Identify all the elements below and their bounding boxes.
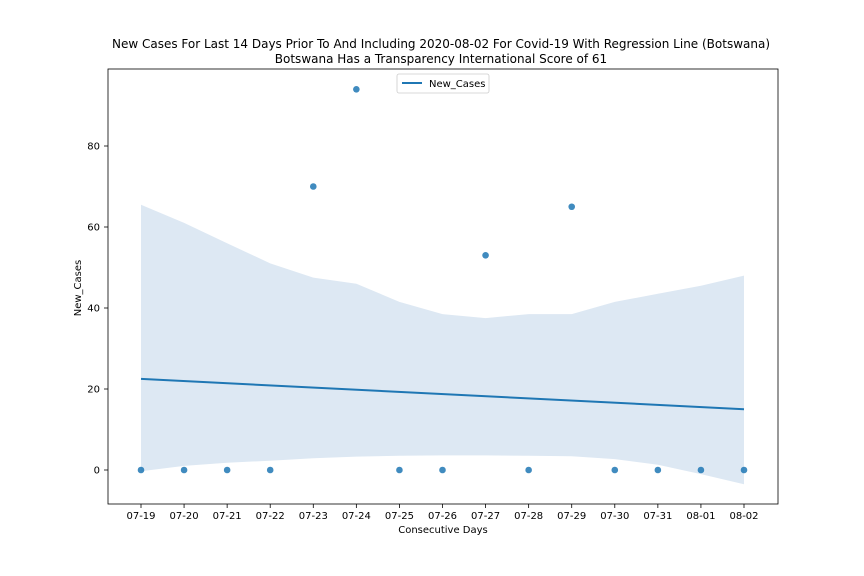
legend-label: New_Cases bbox=[429, 79, 486, 90]
x-tick-label: 08-02 bbox=[729, 511, 758, 522]
x-tick-label: 07-20 bbox=[170, 511, 199, 522]
legend-box bbox=[396, 73, 490, 94]
data-point bbox=[439, 466, 446, 474]
data-point bbox=[482, 252, 489, 259]
x-tick-label: 08-01 bbox=[686, 511, 715, 522]
plot-frame bbox=[107, 68, 779, 505]
data-point bbox=[137, 466, 145, 474]
x-tick-label: 07-21 bbox=[213, 511, 242, 522]
y-axis: 0 20 40 60 80 bbox=[87, 142, 108, 477]
x-tick-label: 07-19 bbox=[126, 511, 155, 522]
x-tick-label: 07-23 bbox=[299, 511, 328, 522]
data-points-layer bbox=[137, 86, 748, 474]
y-tick-label: 0 bbox=[94, 466, 100, 477]
y-tick-label: 20 bbox=[87, 385, 100, 396]
y-tick-label: 60 bbox=[87, 223, 100, 234]
x-tick-label: 07-25 bbox=[385, 511, 414, 522]
x-tick-label: 07-26 bbox=[428, 511, 457, 522]
confidence-band bbox=[141, 204, 744, 485]
y-tick-label: 40 bbox=[87, 304, 100, 315]
x-tick-label: 07-22 bbox=[256, 511, 285, 522]
x-tick-label: 07-24 bbox=[342, 511, 371, 522]
data-point bbox=[740, 466, 748, 474]
x-tick-label: 07-27 bbox=[471, 511, 500, 522]
x-axis: 07-19 07-20 07-21 07-22 07-23 07-24 07-25 07-26… bbox=[126, 504, 759, 522]
x-axis-label: Consecutive Days bbox=[398, 525, 488, 536]
data-point bbox=[309, 183, 317, 190]
data-point bbox=[223, 466, 231, 474]
regression-line-layer bbox=[140, 377, 745, 411]
data-point bbox=[180, 466, 188, 474]
x-tick-label: 07-28 bbox=[514, 511, 543, 522]
regression-line bbox=[140, 377, 745, 411]
data-point bbox=[697, 466, 705, 474]
x-tick-label: 07-29 bbox=[557, 511, 586, 522]
confidence-band-layer bbox=[141, 204, 744, 485]
chart-title: New Cases For Last 14 Days Prior To And … bbox=[112, 37, 770, 51]
data-point bbox=[611, 466, 619, 474]
legend: New_Cases bbox=[396, 73, 490, 94]
data-point bbox=[525, 466, 532, 474]
data-point bbox=[654, 466, 662, 474]
y-tick-label: 80 bbox=[87, 142, 100, 153]
chart-subtitle: Botswana Has a Transparency Internationa… bbox=[275, 52, 607, 66]
data-point bbox=[396, 466, 403, 474]
data-point bbox=[353, 86, 360, 93]
data-point bbox=[266, 466, 274, 474]
x-tick-label: 07-30 bbox=[600, 511, 629, 522]
data-point bbox=[568, 203, 576, 211]
x-tick-label: 07-31 bbox=[643, 511, 672, 522]
y-axis-label: New_Cases bbox=[73, 260, 84, 317]
